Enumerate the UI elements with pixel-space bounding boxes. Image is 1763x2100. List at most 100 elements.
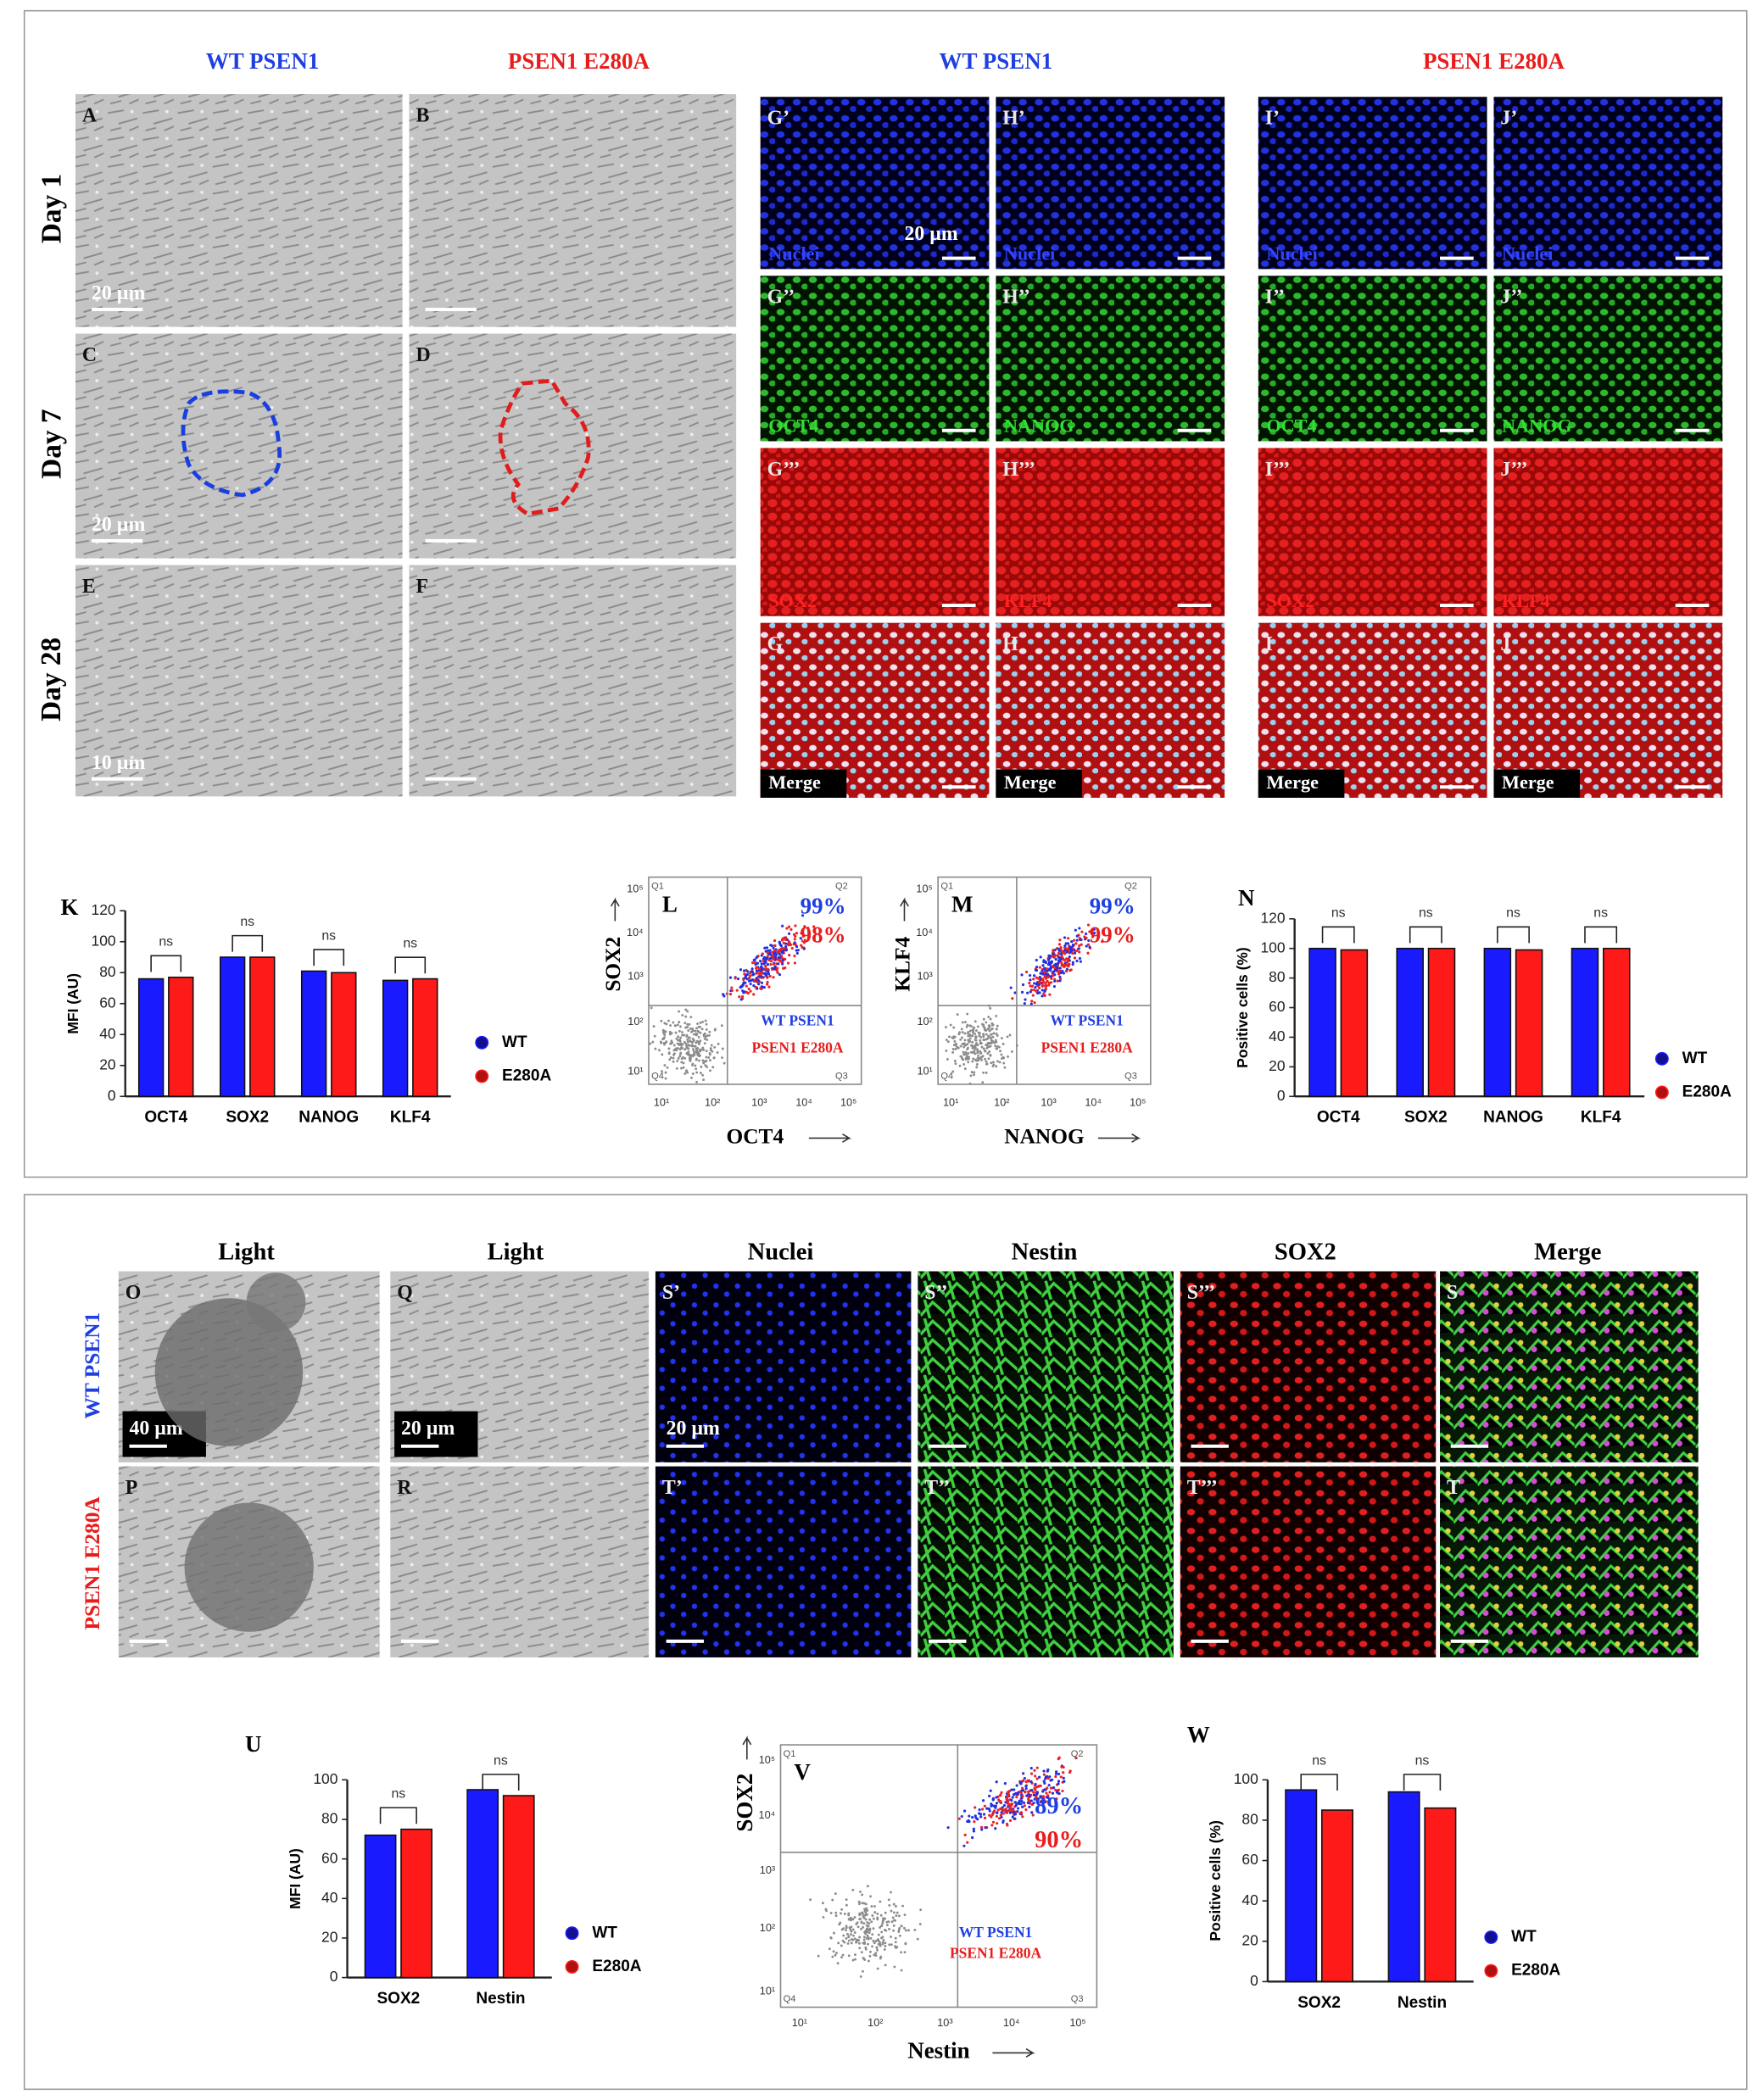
event	[1088, 945, 1091, 949]
legend-label: E280A	[1682, 1083, 1732, 1101]
fluorescence-image	[996, 448, 1225, 616]
event	[843, 1941, 846, 1944]
event	[675, 1037, 678, 1040]
event	[979, 1042, 983, 1045]
event	[847, 1954, 851, 1958]
quadrant-label: Q2	[1071, 1749, 1084, 1759]
panel-label: I’’’	[1265, 459, 1291, 481]
event	[790, 946, 794, 950]
event	[789, 943, 792, 947]
event	[683, 1040, 686, 1044]
event	[996, 1822, 999, 1825]
y-tick-label: 120	[1260, 909, 1285, 926]
event	[1018, 1812, 1022, 1815]
event	[990, 1033, 993, 1036]
event	[980, 1058, 983, 1061]
event	[750, 978, 755, 982]
event	[966, 1023, 969, 1027]
event	[776, 971, 779, 974]
event	[890, 1936, 892, 1938]
column-header: WT PSEN1	[206, 48, 320, 74]
event	[1043, 1781, 1046, 1785]
event	[994, 1827, 997, 1830]
event	[728, 976, 733, 979]
event	[872, 1939, 875, 1942]
event	[1032, 1791, 1035, 1794]
event	[772, 962, 776, 966]
significance-bracket	[482, 1774, 520, 1791]
event	[784, 945, 788, 949]
channel-label: KLF4	[1502, 590, 1550, 611]
event	[1057, 1757, 1060, 1761]
event	[679, 1052, 682, 1056]
axis-arrow	[808, 1133, 852, 1143]
event	[705, 1056, 708, 1059]
event	[856, 1925, 860, 1929]
event	[705, 1050, 708, 1053]
event	[699, 1050, 701, 1053]
event	[1096, 933, 1100, 936]
x-tick-label: 10³	[751, 1097, 767, 1109]
event	[754, 985, 757, 989]
event	[879, 1913, 883, 1917]
event	[828, 1947, 831, 1951]
event	[1046, 1769, 1049, 1773]
quadrant-label: Q1	[940, 882, 953, 892]
panel-label: B	[416, 105, 429, 127]
event	[1067, 947, 1070, 950]
x-tick-label: KLF4	[390, 1109, 431, 1127]
event	[885, 1924, 889, 1927]
event	[730, 989, 734, 992]
event	[1039, 1795, 1042, 1798]
event	[664, 1077, 667, 1080]
event	[845, 1898, 848, 1902]
y-tick-label: 20	[321, 1929, 338, 1946]
panel-label: T’	[662, 1477, 683, 1499]
event	[745, 991, 749, 994]
micrograph	[75, 94, 403, 327]
event	[787, 932, 791, 935]
event	[881, 1942, 884, 1946]
event	[903, 1926, 906, 1930]
event	[893, 1911, 895, 1914]
event	[841, 1953, 845, 1957]
event	[858, 1947, 862, 1950]
event	[863, 1910, 867, 1913]
event-cloud	[945, 923, 1104, 1085]
event	[668, 1030, 672, 1033]
fluorescence-image	[1180, 1271, 1437, 1462]
event	[1068, 947, 1072, 951]
event	[817, 1954, 820, 1958]
bar	[1387, 1791, 1420, 1983]
event	[1074, 942, 1078, 945]
panel-label: R	[397, 1477, 412, 1499]
legend-label: PSEN1 E280A	[751, 1039, 843, 1056]
legend-marker	[1484, 1964, 1498, 1978]
event	[1065, 967, 1068, 971]
event	[841, 1939, 845, 1942]
event	[748, 972, 751, 975]
event	[668, 1058, 672, 1061]
event	[989, 1044, 992, 1048]
event	[1080, 943, 1083, 946]
event	[691, 1040, 695, 1044]
event	[757, 983, 761, 986]
event	[684, 1015, 688, 1018]
event	[986, 1052, 990, 1055]
event	[970, 1071, 974, 1074]
event	[851, 1958, 855, 1962]
y-axis-label: Positive cells (%)	[1207, 1820, 1224, 1941]
event	[1057, 959, 1061, 962]
event	[1046, 979, 1049, 983]
column-header: Light	[488, 1239, 544, 1265]
event	[974, 1058, 977, 1061]
label-background	[996, 769, 1082, 798]
event	[951, 1070, 955, 1073]
micrograph	[409, 94, 737, 327]
event	[1013, 1801, 1017, 1804]
event	[763, 960, 767, 963]
event	[1065, 950, 1069, 954]
event	[875, 1946, 879, 1949]
event	[953, 1035, 957, 1039]
event	[1062, 1771, 1065, 1774]
